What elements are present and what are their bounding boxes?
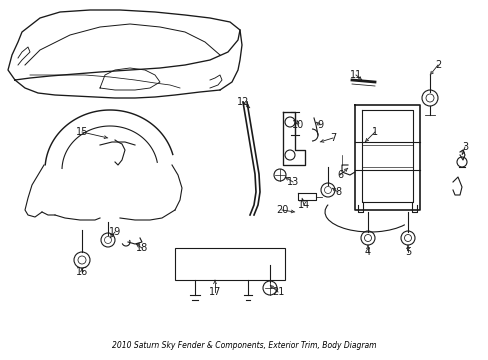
Text: 8: 8 xyxy=(334,187,340,197)
Text: 10: 10 xyxy=(291,120,304,130)
Text: 3: 3 xyxy=(461,142,467,152)
Text: 21: 21 xyxy=(271,287,284,297)
Text: 5: 5 xyxy=(404,247,410,257)
Text: 16: 16 xyxy=(76,267,88,277)
Text: 20: 20 xyxy=(275,205,287,215)
Text: 1: 1 xyxy=(371,127,377,137)
Text: 2010 Saturn Sky Fender & Components, Exterior Trim, Body Diagram: 2010 Saturn Sky Fender & Components, Ext… xyxy=(112,341,375,350)
Text: 15: 15 xyxy=(76,127,88,137)
Text: 14: 14 xyxy=(297,200,309,210)
Text: 19: 19 xyxy=(109,227,121,237)
Text: 4: 4 xyxy=(364,247,370,257)
Text: 12: 12 xyxy=(236,97,249,107)
Text: 9: 9 xyxy=(316,120,323,130)
Text: 6: 6 xyxy=(336,170,343,180)
Text: 11: 11 xyxy=(349,70,362,80)
Text: 7: 7 xyxy=(329,133,335,143)
Text: 17: 17 xyxy=(208,287,221,297)
Text: 2: 2 xyxy=(434,60,440,70)
Text: 13: 13 xyxy=(286,177,299,187)
Text: 18: 18 xyxy=(136,243,148,253)
Bar xyxy=(175,248,285,280)
